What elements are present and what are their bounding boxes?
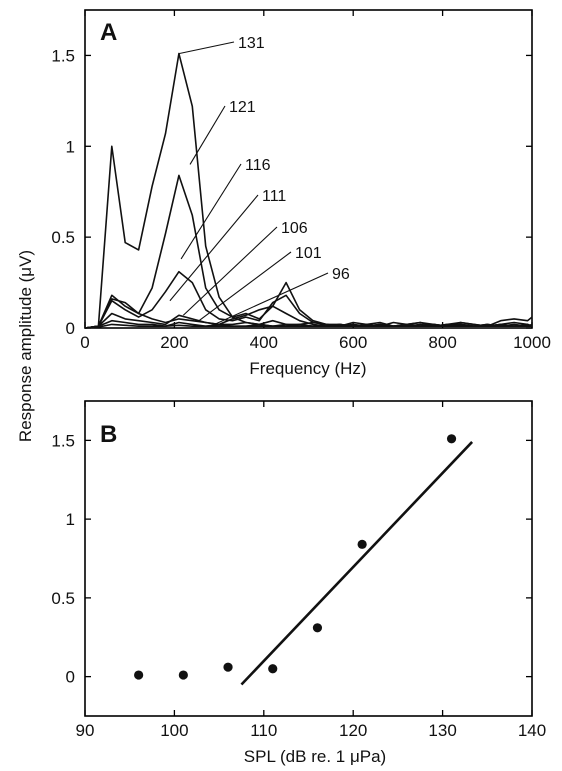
data-point [134,670,144,680]
annotation-121-leader [189,105,226,165]
panel-b-y-tick-label: 1.5 [51,431,75,450]
annotation-96-leader [214,272,329,325]
data-point [312,623,323,633]
annotation-111-leader [169,194,259,302]
panel-a-x-tick-label: 200 [160,333,188,352]
annotation-116-leader [180,163,242,260]
spl-121-trace [84,174,533,329]
panel-b-label: B [100,421,117,448]
annotation-101-leader [198,251,292,322]
panel-b-x-tick-label: 110 [250,721,277,740]
panel-a-x-tick-label: 400 [250,333,278,352]
panel-a-plot-frame [84,9,533,329]
data-point [178,670,188,680]
annotation-106-label: 106 [281,220,308,237]
panel-a-y-tick-label: 1.5 [51,46,75,65]
data-point [446,434,457,444]
annotation-111-label: 111 [262,188,286,205]
panel-a-x-tick-label: 0 [80,333,89,352]
panel-b-plot-frame [84,400,533,717]
panel-a-chart: A Frequency (Hz) 0 200 400 600 800 100000.511… [51,9,551,378]
annotation-116-label: 116 [245,157,271,174]
data-point [268,664,278,674]
panel-a-x-tick-label: 1000 [513,333,551,352]
regression-fit-line [240,441,474,686]
panel-b-x-tick-label: 90 [76,721,95,740]
panel-a-x-axis-label: Frequency (Hz) [249,359,366,378]
annotation-96-label: 96 [332,266,350,283]
panel-a-y-tick-label: 0 [66,319,75,338]
panel-b-x-axis-label: SPL (dB re. 1 μPa) [244,747,386,766]
panel-b-y-tick-label: 0.5 [51,589,75,608]
panel-b-x-tick-label: 100 [160,721,188,740]
panel-b-x-tick-label: 130 [428,721,456,740]
annotation-106-leader [182,226,278,316]
panel-a-x-tick-label: 600 [339,333,367,352]
annotation-131-leader [178,41,235,55]
panel-b-chart: B SPL (dB re. 1 μPa) 90 100 110 120 130 140 0 0… [51,400,546,766]
y-axis-label: Response amplitude (μV) [16,250,35,442]
panel-b-x-tick-label: 140 [518,721,546,740]
panel-b-y-tick-label: 1 [66,510,75,529]
annotation-121-label: 121 [229,99,256,116]
spl-96-trace [84,323,532,329]
data-point [357,539,367,549]
panel-a-y-tick-label: 1 [66,137,75,156]
panel-a-y-tick-label: 0.5 [51,228,75,247]
panel-b-x-tick-label: 120 [339,721,367,740]
panel-a-x-tick-label: 800 [428,333,456,352]
annotation-101-label: 101 [295,245,322,262]
annotation-131-label: 131 [238,35,265,52]
data-point [223,662,233,672]
panel-b-y-tick-label: 0 [66,668,75,687]
panel-a-label: A [100,19,117,46]
